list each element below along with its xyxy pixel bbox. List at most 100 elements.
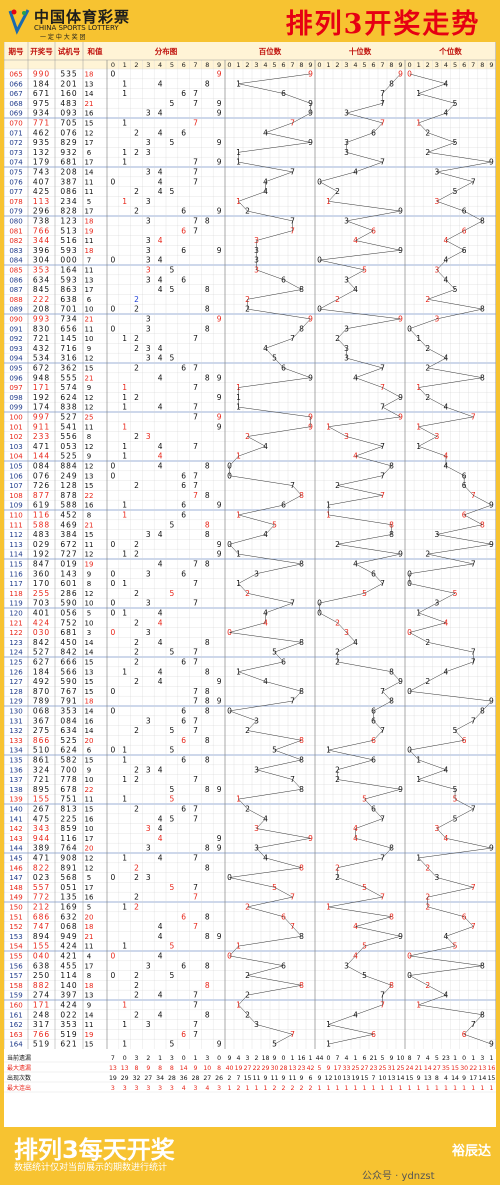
dist-mark: 1 xyxy=(122,452,127,461)
header-dist: 分布图 xyxy=(155,46,178,56)
test-cell: 086 xyxy=(60,187,77,196)
dist-mark: 7 xyxy=(193,883,198,892)
stats-cell: 13 xyxy=(424,1075,432,1082)
draw-cell: 527 xyxy=(33,648,50,657)
stats-cell: 27 xyxy=(361,1065,369,1072)
period-cell: 150 xyxy=(9,904,22,912)
header-hundreds: 百位数 xyxy=(259,46,282,56)
sum-cell: 19 xyxy=(85,1031,94,1039)
period-cell: 160 xyxy=(9,1002,22,1010)
period-cell: 157 xyxy=(9,972,22,980)
dist-mark: 4 xyxy=(158,922,163,931)
draw-cell: 944 xyxy=(33,834,50,843)
hundreds-mark: 6 xyxy=(281,961,286,970)
sum-cell: 18 xyxy=(85,923,94,931)
dist-mark: 3 xyxy=(146,266,151,275)
sum-cell: 12 xyxy=(85,394,94,402)
sum-cell: 13 xyxy=(85,80,94,88)
sum-cell: 12 xyxy=(85,443,94,451)
dist-mark: 6 xyxy=(181,569,186,578)
sum-cell: 10 xyxy=(85,776,94,784)
dist-mark: 0 xyxy=(111,579,116,588)
dist-mark: 2 xyxy=(134,981,139,990)
stats-cell: 7 xyxy=(111,1055,115,1062)
sum-cell: 17 xyxy=(85,835,94,843)
header-units: 个位数 xyxy=(438,46,462,56)
dist-mark: 5 xyxy=(170,726,175,735)
dist-mark: 1 xyxy=(122,158,127,167)
draw-cell: 212 xyxy=(33,903,50,912)
draw-cell: 934 xyxy=(33,109,50,118)
stats-cell: 44 xyxy=(316,1055,324,1062)
sum-cell: 9 xyxy=(87,570,91,578)
logo-slogan: 一 定 中 大 奖 团 xyxy=(40,34,86,41)
stats-cell: 29 xyxy=(262,1065,270,1072)
stats-cell: 10 xyxy=(203,1065,211,1072)
stats-cell: 6 xyxy=(309,1075,313,1082)
sum-cell: 18 xyxy=(85,71,94,79)
period-cell: 126 xyxy=(9,668,23,676)
dist-mark: 5 xyxy=(170,648,175,657)
test-cell: 525 xyxy=(60,736,77,745)
sum-cell: 9 xyxy=(87,345,91,353)
dist-mark: 6 xyxy=(181,707,186,716)
sum-cell: 11 xyxy=(85,541,94,549)
dist-mark: 8 xyxy=(205,462,210,471)
period-cell: 113 xyxy=(9,541,22,549)
dist-mark: 7 xyxy=(193,893,198,902)
test-cell: 519 xyxy=(60,1030,77,1039)
dist-mark: 1 xyxy=(122,403,127,412)
header: 中国体育彩票 CHINA SPORTS LOTTERY 一 定 中 大 奖 团 … xyxy=(0,0,500,42)
hundreds-trend-line xyxy=(229,73,312,1045)
period-cell: 107 xyxy=(9,482,22,490)
test-cell: 752 xyxy=(60,618,77,627)
period-cell: 140 xyxy=(9,806,22,814)
test-cell: 051 xyxy=(60,883,77,892)
draw-cell: 822 xyxy=(33,863,50,872)
sum-cell: 12 xyxy=(85,355,94,363)
sum-cell: 15 xyxy=(85,678,94,686)
stats-cell: 9 xyxy=(390,1055,394,1062)
stats-cell: 9 xyxy=(327,1065,331,1072)
period-cell: 071 xyxy=(9,129,22,137)
header-draw: 开奖号 xyxy=(30,46,53,56)
trend-chart: 期号 开奖号 试机号 和值 分布图 0 1 2 3 4 5 6 7 8 9 百位数 0 1 2 3 4 5 6 7 8 9 十位数 0… xyxy=(3,42,497,1127)
dist-mark: 3 xyxy=(146,246,151,255)
brand-mark: 裕辰达 xyxy=(452,1144,492,1159)
draw-cell: 510 xyxy=(33,746,50,755)
sum-cell: 16 xyxy=(85,894,94,902)
test-cell: 838 xyxy=(60,403,77,412)
stats-cell: 9 xyxy=(264,1075,268,1082)
test-cell: 568 xyxy=(60,873,77,882)
dist-mark: 1 xyxy=(122,442,127,451)
dist-mark: 4 xyxy=(158,275,163,284)
units-mark: 9 xyxy=(489,540,494,549)
sum-cell: 16 xyxy=(85,717,94,725)
dist-mark: 0 xyxy=(111,628,116,637)
sum-cell: 15 xyxy=(85,365,94,373)
test-cell: 778 xyxy=(60,775,77,784)
dist-mark: 5 xyxy=(170,138,175,147)
period-cell: 085 xyxy=(9,267,22,275)
dist-mark: 3 xyxy=(146,873,151,882)
draw-cell: 866 xyxy=(33,736,50,745)
test-cell: 705 xyxy=(60,119,77,128)
header-test: 试机号 xyxy=(58,46,81,56)
period-cell: 109 xyxy=(9,502,22,510)
digit-header: 8 xyxy=(299,61,303,69)
digit-header: 2 xyxy=(426,61,430,69)
dist-mark: 3 xyxy=(146,197,151,206)
dist-mark: 9 xyxy=(217,158,222,167)
digit-header: 4 xyxy=(158,61,162,69)
dist-mark: 0 xyxy=(111,462,116,471)
dist-mark: 4 xyxy=(158,373,163,382)
sum-cell: 5 xyxy=(87,198,91,206)
test-cell: 053 xyxy=(60,442,77,451)
sum-cell: 11 xyxy=(85,267,94,275)
stats-cell: 3 xyxy=(170,1085,174,1092)
stats-cell: 10 xyxy=(379,1075,387,1082)
logo-english: CHINA SPORTS LOTTERY xyxy=(34,24,119,32)
stats-cell: 34 xyxy=(156,1075,164,1082)
test-cell: 000 xyxy=(60,256,77,265)
dist-mark: 2 xyxy=(134,334,139,343)
